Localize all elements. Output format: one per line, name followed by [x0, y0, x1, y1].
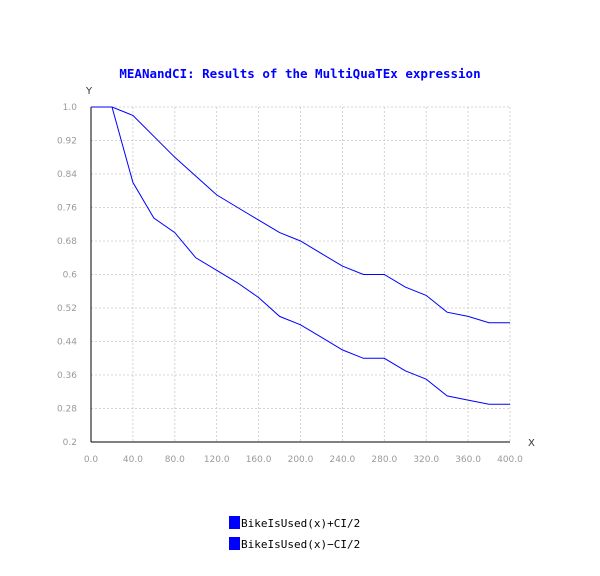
series-line-1	[91, 106, 510, 324]
y-tick-label: 1.0	[63, 103, 78, 113]
tick-labels: 0.0 40.0 80.0 120.0 160.0 200.0 240.0 280.0 320.…	[57, 103, 523, 465]
legend-label: BikeIsUsed(x)+CI/2	[241, 517, 360, 530]
y-tick-label: 0.2	[63, 438, 77, 448]
y-tick-label: 0.6	[63, 271, 78, 281]
x-tick-label: 200.0	[288, 455, 314, 465]
x-axis-label: X	[528, 438, 535, 449]
series-lines	[91, 106, 510, 405]
x-tick-label: 0.0	[84, 455, 99, 465]
series-line-2	[91, 106, 510, 405]
x-tick-label: 40.0	[123, 455, 143, 465]
y-tick-label: 0.76	[57, 204, 77, 214]
legend-swatch	[229, 537, 240, 550]
x-tick-label: 80.0	[165, 455, 185, 465]
grid	[90, 106, 511, 443]
x-tick-label: 400.0	[497, 455, 523, 465]
legend-swatch	[229, 516, 240, 529]
y-tick-label: 0.52	[57, 304, 77, 314]
axes	[90, 107, 510, 443]
y-tick-label: 0.28	[57, 405, 77, 415]
x-tick-label: 240.0	[330, 455, 356, 465]
y-tick-label: 0.84	[57, 170, 77, 180]
x-tick-label: 360.0	[455, 455, 481, 465]
x-tick-label: 120.0	[204, 455, 230, 465]
x-tick-label: 160.0	[246, 455, 272, 465]
y-tick-label: 0.92	[57, 137, 77, 147]
y-axis-label: Y	[85, 86, 93, 97]
y-tick-label: 0.44	[57, 338, 77, 348]
chart-title: MEANandCI: Results of the MultiQuaTEx ex…	[119, 66, 480, 81]
x-tick-label: 320.0	[413, 455, 439, 465]
legend: BikeIsUsed(x)+CI/2 BikeIsUsed(x)−CI/2	[229, 516, 360, 551]
legend-label: BikeIsUsed(x)−CI/2	[241, 538, 360, 551]
y-tick-label: 0.36	[57, 371, 77, 381]
x-tick-label: 280.0	[371, 455, 397, 465]
y-tick-label: 0.68	[57, 237, 77, 247]
